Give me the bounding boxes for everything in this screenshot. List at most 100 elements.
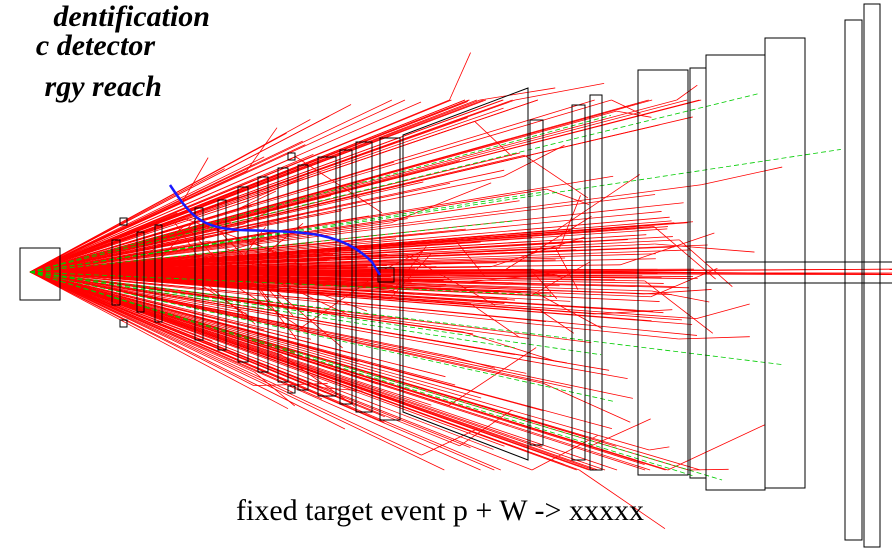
track xyxy=(29,99,677,273)
track xyxy=(246,127,278,172)
track xyxy=(29,115,330,273)
track xyxy=(29,99,452,273)
plane xyxy=(571,104,586,461)
track xyxy=(29,99,393,273)
track xyxy=(555,248,579,290)
track xyxy=(29,99,538,273)
track xyxy=(399,271,892,274)
track xyxy=(29,263,432,273)
track xyxy=(676,84,698,101)
plane xyxy=(863,3,881,548)
track xyxy=(29,271,592,344)
track xyxy=(29,271,445,471)
plane xyxy=(764,37,806,489)
calorimeter xyxy=(402,87,529,461)
track xyxy=(469,303,521,338)
target xyxy=(19,247,61,301)
track xyxy=(29,176,504,273)
track xyxy=(643,289,712,295)
track xyxy=(253,383,328,387)
plane xyxy=(297,164,309,391)
track xyxy=(29,271,686,279)
track xyxy=(29,220,513,273)
track xyxy=(29,269,299,273)
plane xyxy=(194,207,204,341)
heading-line: rgy reach xyxy=(45,70,162,103)
track xyxy=(29,153,314,273)
track xyxy=(29,271,693,325)
track xyxy=(579,469,666,530)
track xyxy=(546,188,590,206)
track xyxy=(654,243,755,253)
track xyxy=(448,347,537,406)
plane xyxy=(317,156,337,397)
detector xyxy=(19,3,892,548)
track xyxy=(29,271,560,287)
marker xyxy=(119,217,128,226)
track xyxy=(503,144,565,177)
track xyxy=(29,242,312,273)
track xyxy=(29,271,422,456)
track xyxy=(514,83,605,101)
plane xyxy=(217,199,227,351)
track xyxy=(29,271,346,430)
track xyxy=(29,239,680,273)
track xyxy=(225,226,267,281)
track xyxy=(616,110,652,118)
plane xyxy=(136,231,145,313)
track xyxy=(29,156,265,273)
track xyxy=(421,428,478,456)
track xyxy=(29,271,543,448)
track xyxy=(29,271,679,340)
track xyxy=(449,52,471,101)
track xyxy=(405,254,496,306)
track xyxy=(678,336,750,340)
track xyxy=(479,87,556,101)
track xyxy=(29,271,552,296)
track xyxy=(236,190,277,211)
track xyxy=(399,272,892,276)
track xyxy=(29,99,516,273)
track xyxy=(29,271,378,385)
track xyxy=(556,174,640,231)
track xyxy=(29,271,723,481)
track xyxy=(29,271,595,315)
track xyxy=(688,468,729,471)
muon-track xyxy=(168,184,382,276)
track xyxy=(29,271,530,339)
track xyxy=(29,271,505,447)
marker xyxy=(287,152,296,161)
track xyxy=(29,160,461,273)
track xyxy=(29,271,612,429)
track xyxy=(29,271,501,471)
track xyxy=(29,271,494,450)
plane xyxy=(589,94,603,471)
track xyxy=(594,309,673,315)
track xyxy=(696,303,750,320)
plane xyxy=(237,186,249,363)
track xyxy=(539,309,575,334)
heading-line: dentification xyxy=(53,0,210,33)
track xyxy=(463,331,557,362)
track xyxy=(29,271,633,399)
track xyxy=(29,271,616,403)
track xyxy=(29,101,468,273)
track xyxy=(29,114,612,273)
track xyxy=(524,154,589,199)
track xyxy=(295,156,383,214)
plane xyxy=(844,19,863,541)
track xyxy=(644,280,714,334)
plane xyxy=(154,224,163,323)
track xyxy=(29,271,515,349)
plane xyxy=(355,141,373,413)
plane xyxy=(111,239,121,306)
track xyxy=(29,271,785,366)
heading-line: c detector xyxy=(36,29,155,62)
track xyxy=(29,234,647,273)
track xyxy=(667,424,765,471)
track xyxy=(246,273,271,302)
track xyxy=(29,184,702,273)
track xyxy=(391,182,492,224)
track xyxy=(29,271,482,399)
